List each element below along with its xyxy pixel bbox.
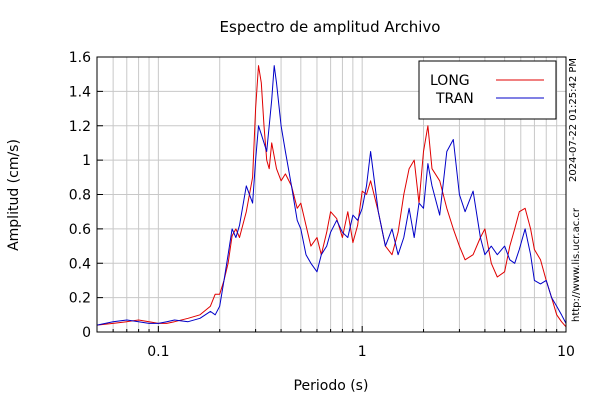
source-url-text: http://www.lis.ucr.ac.cr xyxy=(571,207,582,322)
timestamp-text: 2024-07-22 01:25:42 PM xyxy=(568,58,579,182)
y-tick-label: 1.6 xyxy=(69,50,91,66)
y-tick-label: 0.4 xyxy=(69,256,91,272)
axis-ticks xyxy=(96,56,567,333)
legend-box xyxy=(418,60,557,120)
series-layer xyxy=(96,65,567,328)
x-tick-label: 1 xyxy=(358,344,367,360)
legend-label-tran: TRAN xyxy=(435,91,474,107)
x-tick-label: 10 xyxy=(557,344,575,360)
y-tick-label: 1 xyxy=(82,153,91,169)
x-axis-label: Periodo (s) xyxy=(294,378,369,394)
y-tick-label: 0.8 xyxy=(69,188,91,204)
y-tick-label: 0.6 xyxy=(69,222,91,238)
x-tick-labels: 0.1 1 10 xyxy=(147,344,575,360)
series-line-tran xyxy=(96,65,567,326)
x-tick-label: 0.1 xyxy=(147,344,169,360)
legend-label-long: LONG xyxy=(430,73,470,89)
y-tick-labels: 0 0.2 0.4 0.6 0.8 1 1.2 1.4 1.6 xyxy=(69,50,91,341)
y-tick-label: 1.2 xyxy=(69,119,91,135)
chart-title: Espectro de amplitud Archivo xyxy=(220,18,441,36)
legend: LONG TRAN xyxy=(418,60,557,120)
y-tick-label: 0.2 xyxy=(69,291,91,307)
y-tick-label: 0 xyxy=(82,325,91,341)
y-axis-label: Amplitud (cm/s) xyxy=(6,139,22,251)
y-tick-label: 1.4 xyxy=(69,84,91,100)
